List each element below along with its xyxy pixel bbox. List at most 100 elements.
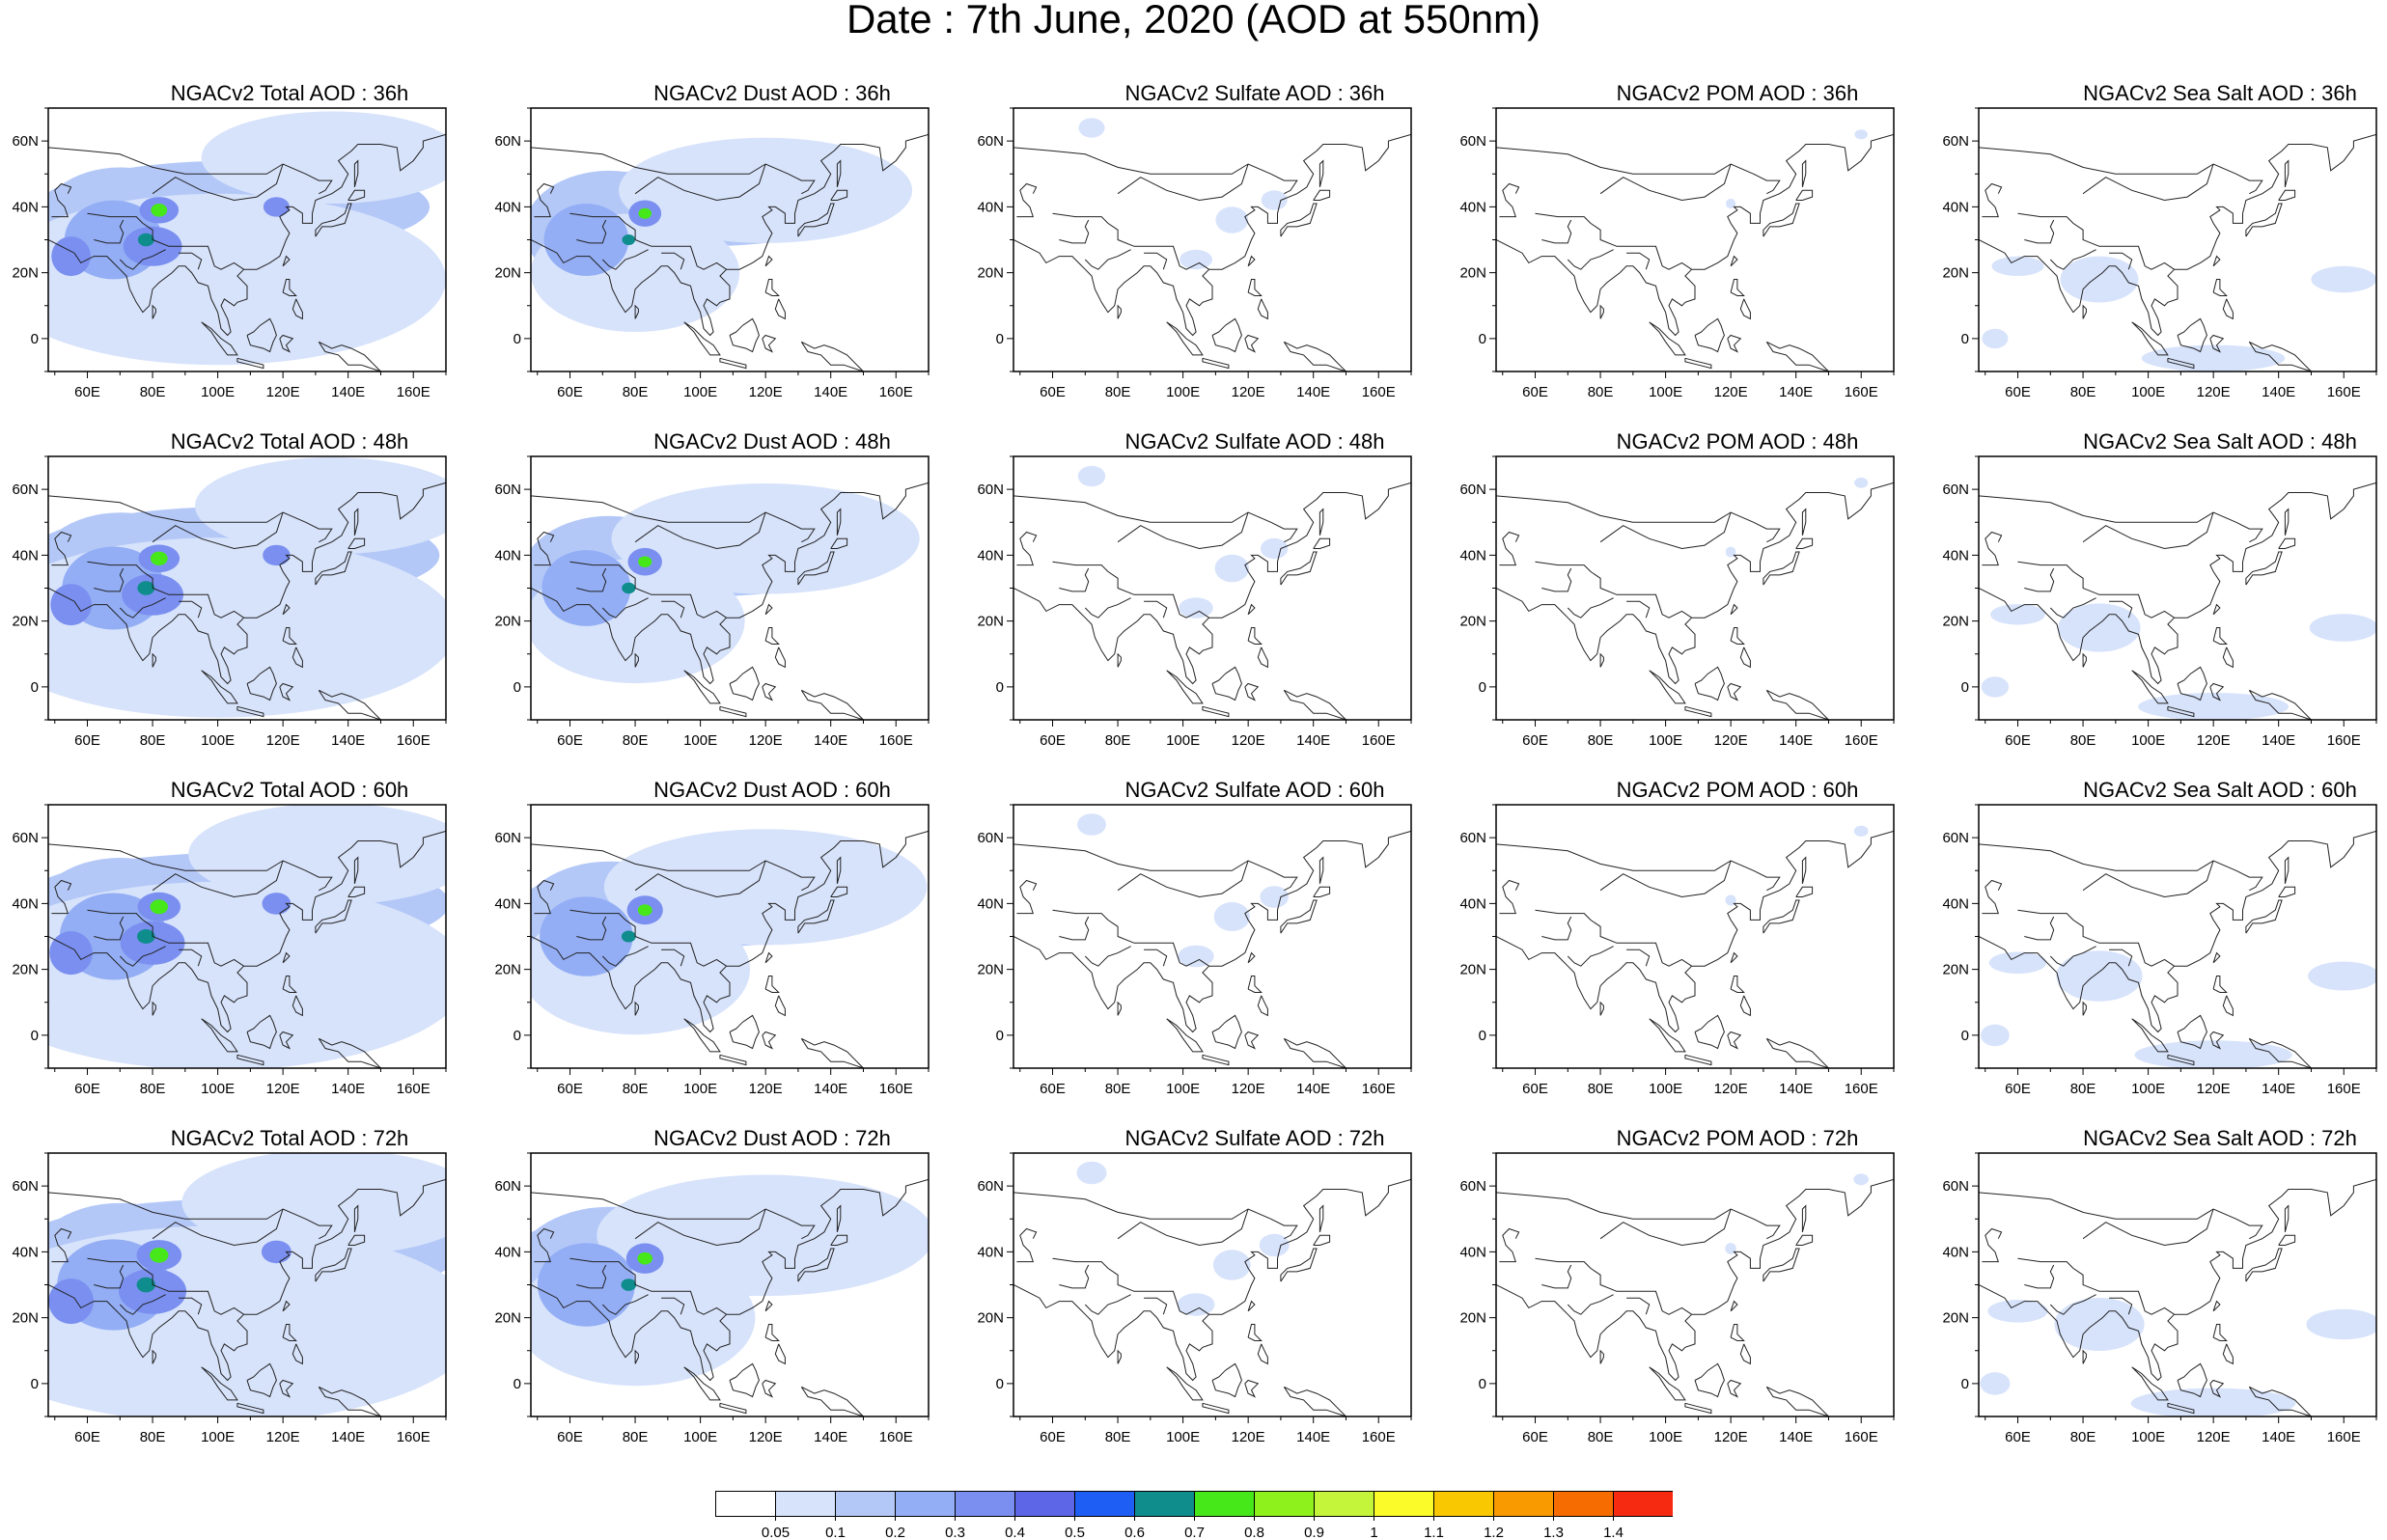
colorbar-box: [1254, 1491, 1315, 1517]
x-tick-label: 60E: [1522, 732, 1548, 749]
x-tick-label: 100E: [201, 732, 235, 749]
coastlines: [531, 830, 929, 1068]
map-panel: NGACv2 Sulfate AOD : 48h 60E 80E 100E 120E 14…: [977, 429, 1496, 779]
x-tick-label: 160E: [1845, 384, 1878, 400]
colorbar-box: [715, 1491, 776, 1517]
x-tick-label: 160E: [879, 732, 913, 749]
x-tick-label: 140E: [814, 384, 847, 400]
aod-blob: [1213, 902, 1250, 931]
x-tick-label: 140E: [331, 732, 365, 749]
colorbar-box: [1613, 1491, 1673, 1517]
x-tick-label: 120E: [1714, 732, 1748, 749]
coastlines: [48, 133, 446, 371]
aod-blob: [2056, 950, 2143, 1002]
aod-blob: [262, 893, 291, 915]
colorbar-box: [1314, 1491, 1374, 1517]
y-tick-label: 60N: [977, 133, 1004, 150]
coastlines: [1496, 1178, 1894, 1416]
y-tick-label: 0: [996, 331, 1004, 347]
y-tick-label: 60N: [1942, 1178, 1969, 1195]
colorbar-label: 0.6: [1124, 1525, 1145, 1540]
aod-map: 60E 80E 100E 120E 140E 160E 60N 40N 20N 0: [494, 1152, 930, 1445]
aod-blob: [181, 1153, 446, 1256]
aod-blob: [150, 1248, 169, 1263]
x-tick-label: 60E: [2005, 1429, 2031, 1445]
y-tick-label: 20N: [1942, 962, 1969, 978]
colorbar-label: 0.8: [1244, 1525, 1264, 1540]
aod-blob: [2311, 265, 2376, 293]
y-tick-label: 0: [31, 1028, 39, 1044]
aod-field: [48, 805, 446, 1068]
aod-blob: [1987, 1300, 2048, 1323]
y-tick-label: 40N: [977, 547, 1004, 564]
x-tick-label: 100E: [201, 1081, 235, 1097]
y-tick-label: 20N: [12, 1310, 39, 1327]
aod-blob: [1078, 118, 1105, 138]
y-tick-label: 60N: [977, 1178, 1004, 1195]
panel-title: NGACv2 Dust AOD : 72h: [653, 1126, 891, 1150]
y-tick-label: 60N: [1459, 1178, 1486, 1195]
aod-field: [1982, 256, 2376, 371]
y-tick-label: 0: [1479, 1376, 1486, 1392]
coastlines: [1013, 830, 1411, 1068]
x-tick-label: 120E: [1232, 1081, 1265, 1097]
x-tick-label: 100E: [2131, 384, 2165, 400]
x-tick-label: 160E: [1845, 732, 1878, 749]
x-tick-label: 100E: [683, 732, 717, 749]
y-tick-label: 0: [513, 331, 521, 347]
aod-blob: [48, 1279, 94, 1325]
map-frame: [1013, 804, 1412, 1069]
colorbar-box: [775, 1491, 836, 1517]
coastlines: [48, 481, 446, 720]
x-tick-label: 80E: [623, 384, 649, 400]
y-tick-label: 60N: [1942, 830, 1969, 846]
y-tick-label: 0: [996, 1028, 1004, 1044]
panel-title: NGACv2 POM AOD : 72h: [1616, 1126, 1859, 1150]
aod-blob: [1853, 1173, 1869, 1186]
x-tick-label: 80E: [2070, 384, 2096, 400]
x-tick-label: 60E: [1522, 1081, 1548, 1097]
aod-blob: [1180, 249, 1212, 270]
y-tick-label: 0: [31, 1376, 39, 1392]
aod-blob: [621, 1279, 637, 1291]
coastlines: [1979, 481, 2376, 720]
aod-map: 60E 80E 100E 120E 140E 160E 60N 40N 20N 0: [977, 107, 1412, 400]
aod-blob: [621, 930, 636, 943]
colorbar-label: 0.9: [1304, 1525, 1324, 1540]
map-panel: NGACv2 Total AOD : 72h 60E 80E 100E 120E 140E…: [12, 1126, 531, 1475]
panel-title: NGACv2 POM AOD : 36h: [1616, 81, 1859, 105]
y-tick-label: 0: [1479, 331, 1486, 347]
aod-blob: [2058, 603, 2141, 652]
y-tick-label: 40N: [12, 895, 39, 912]
aod-blob: [2054, 1298, 2145, 1351]
x-tick-label: 120E: [749, 384, 783, 400]
aod-blob: [1215, 206, 1249, 234]
aod-blob: [48, 537, 446, 718]
aod-map: 60E 80E 100E 120E 140E 160E 60N 40N 20N 0: [1942, 455, 2377, 749]
aod-blob: [1212, 1250, 1251, 1280]
panel-title: NGACv2 Dust AOD : 36h: [653, 81, 891, 105]
map-frame: [1013, 107, 1412, 372]
colorbar-label: 0.5: [1065, 1525, 1085, 1540]
y-tick-label: 60N: [494, 133, 521, 150]
panel-title: NGACv2 Total AOD : 36h: [170, 81, 409, 105]
coastlines: [1013, 1178, 1411, 1416]
x-tick-label: 60E: [557, 384, 583, 400]
x-tick-label: 80E: [1105, 1081, 1131, 1097]
x-tick-label: 140E: [1779, 1429, 1813, 1445]
y-tick-label: 0: [1961, 1376, 1969, 1392]
y-tick-label: 20N: [494, 962, 521, 978]
aod-blob: [150, 551, 168, 565]
x-tick-label: 120E: [2197, 1081, 2231, 1097]
map-panel: NGACv2 Dust AOD : 48h 60E 80E 100E 120E 140E 1…: [494, 429, 1013, 779]
aod-blob: [2060, 256, 2139, 303]
x-tick-label: 120E: [1714, 384, 1748, 400]
coastlines: [1979, 1178, 2376, 1416]
aod-map: 60E 80E 100E 120E 140E 160E 60N 40N 20N 0: [1459, 107, 1895, 400]
x-tick-label: 80E: [2070, 1081, 2096, 1097]
coastlines: [531, 1178, 929, 1416]
colorbar: 0.05 0.1 0.2 0.3 0.4 0.5 0.6 0.7 0.8 0.9 1 1.1 1.2 1.…: [715, 1491, 1673, 1540]
x-tick-label: 140E: [1296, 732, 1330, 749]
x-tick-label: 160E: [1845, 1081, 1878, 1097]
x-tick-label: 120E: [266, 732, 300, 749]
